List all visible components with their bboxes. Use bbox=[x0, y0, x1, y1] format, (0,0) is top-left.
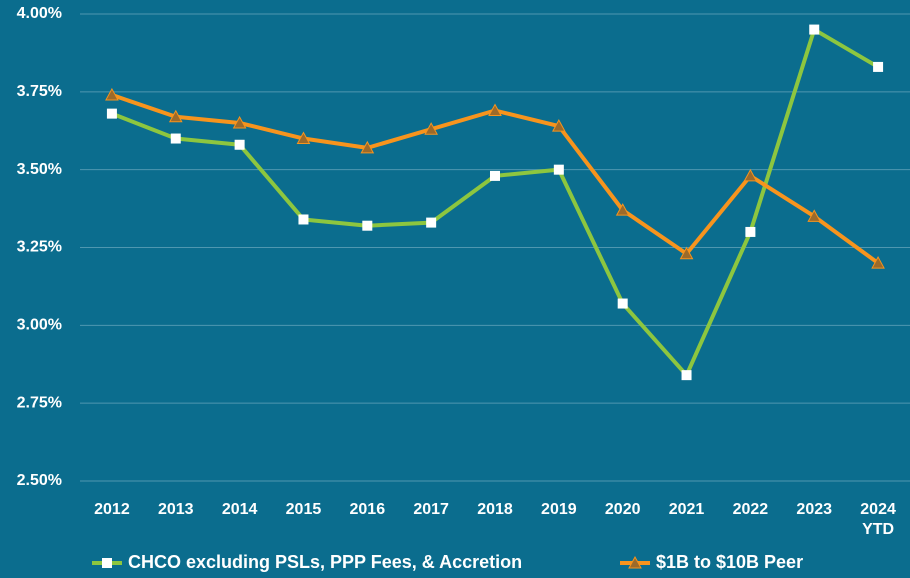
y-tick-label: 4.00% bbox=[17, 5, 62, 22]
x-tick-label: 2022 bbox=[733, 501, 769, 518]
marker bbox=[298, 214, 309, 225]
marker bbox=[628, 555, 642, 569]
y-tick-label: 3.00% bbox=[17, 317, 62, 334]
x-tick-label: 2023 bbox=[796, 501, 832, 518]
marker bbox=[745, 226, 756, 237]
legend-label: CHCO excluding PSLs, PPP Fees, & Accreti… bbox=[128, 552, 522, 572]
x-tick-label: 2016 bbox=[350, 501, 386, 518]
y-tick-label: 3.25% bbox=[17, 239, 62, 256]
marker bbox=[360, 140, 375, 154]
marker bbox=[807, 209, 822, 222]
marker bbox=[168, 109, 183, 123]
x-tick-label: 2017 bbox=[413, 501, 449, 518]
marker bbox=[679, 246, 694, 260]
marker bbox=[232, 115, 247, 129]
marker bbox=[170, 133, 181, 144]
y-tick-label: 3.50% bbox=[17, 161, 62, 178]
marker bbox=[553, 164, 564, 175]
marker bbox=[424, 122, 438, 135]
marker bbox=[105, 87, 119, 101]
marker bbox=[743, 168, 758, 182]
x-tick-label: 2012 bbox=[94, 501, 130, 518]
marker bbox=[488, 103, 502, 117]
y-tick-label: 2.50% bbox=[17, 472, 62, 489]
marker bbox=[871, 256, 885, 269]
marker bbox=[234, 139, 245, 150]
x-tick-label: 2021 bbox=[669, 501, 705, 518]
marker bbox=[490, 170, 500, 181]
legend-label: $1B to $10B Peer bbox=[656, 552, 803, 572]
marker bbox=[552, 119, 566, 132]
marker bbox=[873, 61, 884, 72]
x-tick-label: 2018 bbox=[477, 501, 513, 518]
x-tick-label: 2013 bbox=[158, 501, 194, 518]
marker bbox=[102, 558, 112, 568]
marker bbox=[809, 24, 820, 35]
marker bbox=[617, 298, 628, 309]
marker bbox=[426, 217, 437, 228]
marker bbox=[615, 203, 630, 216]
marker bbox=[681, 370, 692, 381]
marker bbox=[362, 220, 373, 231]
x-tick-label: 2015 bbox=[286, 501, 322, 518]
y-tick-label: 3.75% bbox=[17, 83, 62, 100]
x-tick-label: 2020 bbox=[605, 501, 641, 518]
x-tick-label: 2024 YTD bbox=[860, 501, 896, 538]
marker bbox=[296, 131, 311, 145]
y-tick-label: 2.75% bbox=[17, 394, 62, 411]
x-tick-label: 2014 bbox=[222, 501, 258, 518]
x-tick-label: 2019 bbox=[541, 501, 577, 518]
marker bbox=[106, 108, 117, 119]
